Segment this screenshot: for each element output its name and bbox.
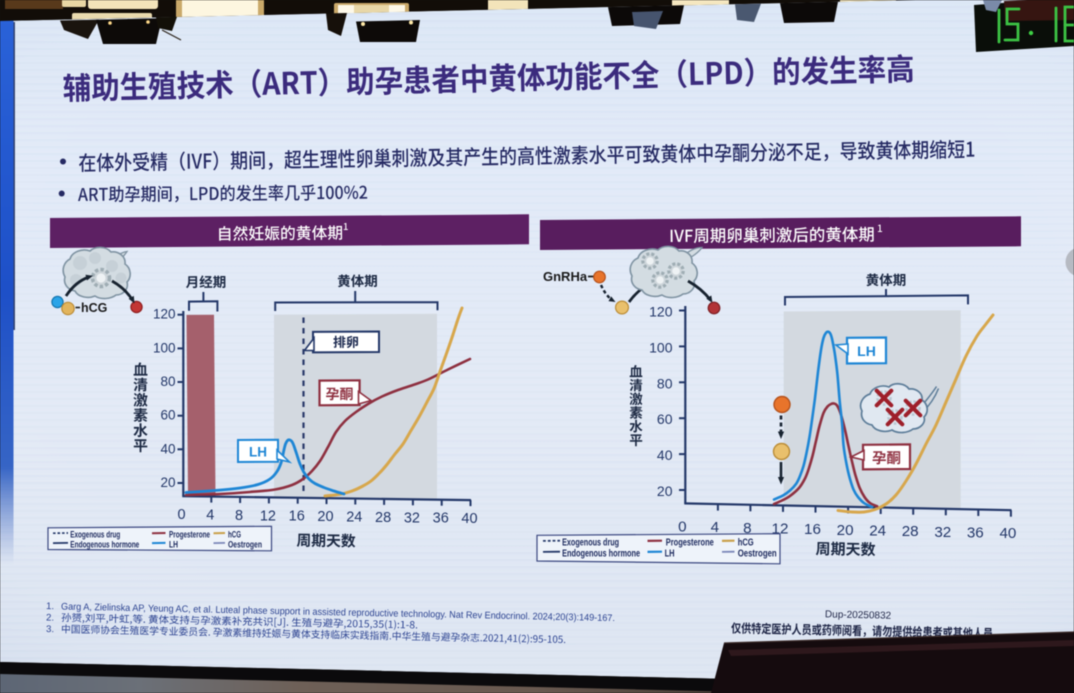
- svg-text:3.: 3.: [46, 624, 54, 635]
- svg-text:40: 40: [461, 511, 477, 527]
- svg-text:8: 8: [743, 520, 751, 537]
- svg-text:24: 24: [346, 510, 362, 526]
- svg-text:40: 40: [160, 441, 175, 456]
- svg-text:Progesterone: Progesterone: [666, 538, 714, 549]
- svg-text:8: 8: [235, 508, 243, 524]
- svg-text:GnRHa: GnRHa: [543, 269, 588, 284]
- svg-text:16: 16: [804, 521, 821, 538]
- svg-text:2.: 2.: [46, 613, 54, 624]
- svg-text:32: 32: [404, 510, 420, 526]
- svg-text:1.: 1.: [46, 601, 54, 612]
- svg-text:28: 28: [375, 510, 391, 526]
- svg-text:20: 20: [837, 522, 854, 539]
- svg-text:40: 40: [657, 447, 673, 463]
- svg-text:0: 0: [177, 507, 185, 523]
- svg-text:LH: LH: [857, 343, 876, 359]
- svg-text:80: 80: [657, 375, 673, 391]
- svg-text:120: 120: [649, 304, 673, 320]
- svg-text:Exogenous drug: Exogenous drug: [70, 529, 120, 539]
- svg-text:LH: LH: [665, 549, 675, 560]
- svg-text:Endogenous hormone: Endogenous hormone: [562, 549, 640, 560]
- svg-text:100: 100: [649, 339, 673, 355]
- svg-text:Oestrogen: Oestrogen: [738, 549, 777, 560]
- svg-text:20: 20: [160, 475, 175, 490]
- svg-text:LH: LH: [249, 445, 267, 460]
- svg-text:100: 100: [153, 340, 176, 355]
- svg-text:4: 4: [711, 519, 719, 536]
- svg-text:Exogenous drug: Exogenous drug: [562, 538, 619, 549]
- svg-text:Dup-20250832: Dup-20250832: [825, 609, 892, 621]
- svg-text:Progesterone: Progesterone: [169, 529, 210, 539]
- svg-text:16: 16: [289, 509, 305, 525]
- svg-text:Endogenous hormone: Endogenous hormone: [70, 539, 139, 549]
- svg-text:80: 80: [160, 374, 175, 389]
- svg-text:120: 120: [153, 307, 176, 322]
- svg-text:LH: LH: [169, 539, 178, 549]
- svg-text:hCG: hCG: [738, 538, 754, 549]
- svg-text:12: 12: [260, 508, 276, 524]
- svg-text:60: 60: [160, 408, 175, 423]
- svg-text:20: 20: [657, 483, 673, 499]
- svg-text:0: 0: [678, 518, 686, 535]
- svg-text:24: 24: [869, 523, 886, 540]
- svg-text:36: 36: [967, 525, 984, 542]
- svg-text:hCG: hCG: [81, 301, 107, 315]
- svg-text:40: 40: [999, 525, 1016, 542]
- svg-text:4: 4: [206, 508, 214, 524]
- svg-text:28: 28: [902, 523, 919, 540]
- svg-text:20: 20: [317, 509, 333, 525]
- svg-text:Oestrogen: Oestrogen: [228, 539, 262, 549]
- svg-text:32: 32: [934, 524, 951, 541]
- svg-text:hCG: hCG: [228, 529, 241, 539]
- svg-text:60: 60: [657, 411, 673, 427]
- svg-text:36: 36: [433, 511, 449, 527]
